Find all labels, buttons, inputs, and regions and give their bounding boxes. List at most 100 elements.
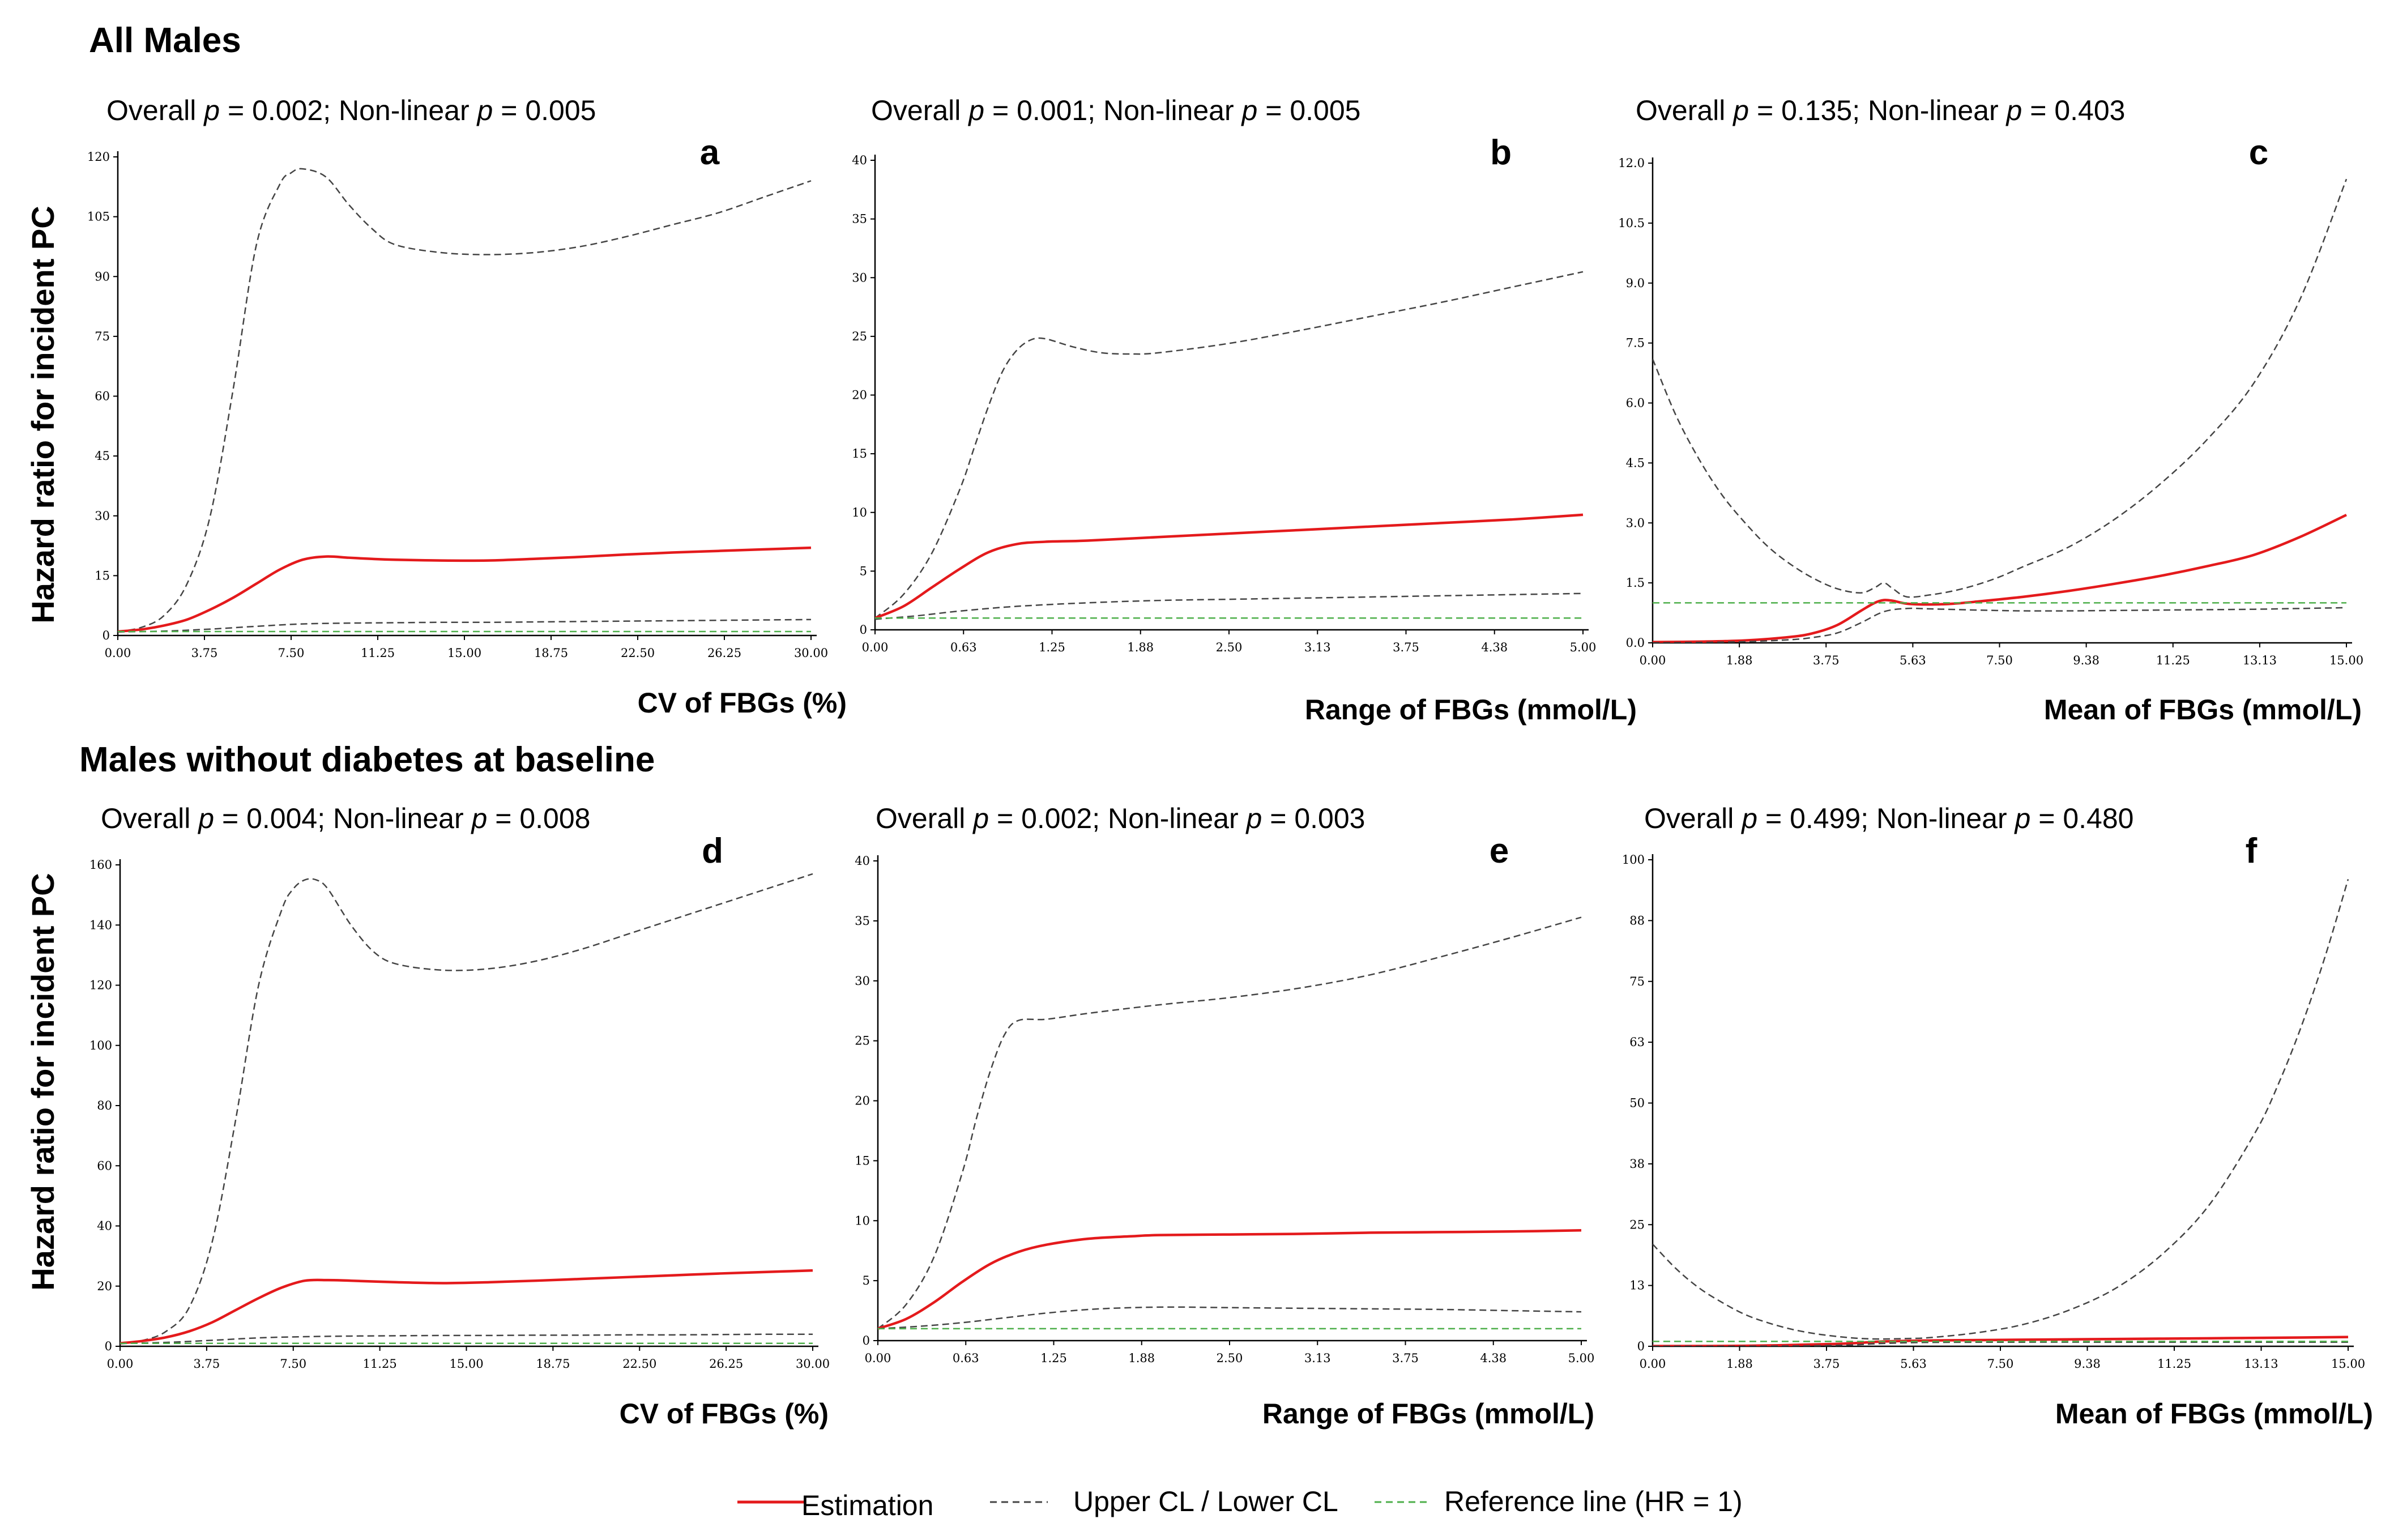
legend-estimation-label: Estimation [801,1490,933,1521]
panel-letter-c: c [2249,133,2268,172]
y-tick-label: 0 [1637,1339,1645,1353]
y-tick-label: 20 [852,389,867,402]
panel-letter-a: a [700,133,720,172]
y-tick-label: 63 [1629,1035,1645,1049]
x-tick-label: 5.00 [1568,1351,1595,1365]
lower-cl-line-e [878,1306,1582,1330]
x-tick-label: 0.63 [953,1351,979,1365]
pvalue-title-b: Overall p = 0.001; Non-linear p = 0.005 [871,95,1360,126]
legend-reference-label: Reference line (HR = 1) [1444,1486,1743,1517]
x-tick-label: 11.25 [2156,654,2190,667]
p-nonlinear-value: 0.480 [2063,803,2133,834]
y-tick-label: 75 [95,330,110,343]
pvalue-title-e: Overall p = 0.002; Non-linear p = 0.003 [876,803,1365,834]
pvalue-title-f: Overall p = 0.499; Non-linear p = 0.480 [1644,803,2133,834]
panel-letter-f: f [2246,831,2258,871]
x-tick-label: 30.00 [796,1357,830,1371]
x-tick-label: 1.88 [1128,1351,1155,1365]
y-tick-label: 60 [95,390,110,403]
y-tick-label: 75 [1629,975,1645,988]
x-tick-label: 7.50 [280,1357,306,1371]
legend: Estimation Upper CL / Lower CL Reference… [737,1486,1743,1521]
section-title-top: All Males [89,21,241,60]
y-tick-label: 120 [89,979,112,992]
p-nonlinear-value: 0.005 [525,95,596,126]
x-tick-label: 26.25 [709,1357,743,1371]
upper-cl-line-b [875,271,1584,619]
panel-letter-b: b [1490,133,1512,172]
x-tick-label: 5.63 [1900,1357,1927,1371]
x-axis-title-e: Range of FBGs (mmol/L) [1262,1398,1594,1430]
y-tick-label: 30 [95,509,110,523]
y-tick-label: 90 [95,270,110,283]
x-tick-label: 0.00 [105,646,131,660]
section-title-bottom: Males without diabetes at baseline [79,740,655,779]
x-tick-label: 1.25 [1040,1351,1067,1365]
p-overall-value: 0.004 [246,803,317,834]
y-tick-label: 30 [855,974,870,988]
pvalue-title-d: Overall p = 0.004; Non-linear p = 0.008 [101,803,590,834]
x-tick-label: 3.75 [191,646,218,660]
panel-b: Overall p = 0.001; Non-linear p = 0.005 b… [852,95,1637,726]
x-tick-label: 7.50 [1986,654,2013,667]
y-tick-label: 10 [855,1214,870,1227]
x-tick-label: 26.25 [707,646,741,660]
x-axis-title-a: CV of FBGs (%) [638,687,847,719]
x-tick-label: 1.25 [1039,641,1065,654]
x-tick-label: 3.13 [1304,1351,1331,1365]
upper-cl-line-e [878,916,1582,1329]
p-overall-value: 0.135 [1781,95,1852,126]
y-tick-label: 105 [87,210,110,224]
p-overall-value: 0.002 [1021,803,1092,834]
y-tick-label: 5 [863,1274,870,1287]
x-tick-label: 3.75 [193,1357,220,1371]
y-tick-label: 20 [97,1279,112,1293]
y-tick-label: 4.5 [1626,456,1645,470]
x-tick-label: 13.13 [2243,654,2277,667]
y-tick-label: 38 [1629,1157,1645,1171]
x-tick-label: 9.38 [2073,654,2099,667]
y-tick-label: 100 [89,1039,112,1052]
panel-c: Overall p = 0.135; Non-linear p = 0.403 c… [1618,95,2363,726]
y-tick-label: 15 [852,447,867,460]
lower-cl-line-c [1653,607,2347,643]
y-tick-label: 50 [1629,1097,1645,1110]
upper-cl-line-c [1653,178,2348,598]
y-tick-label: 45 [95,449,110,463]
x-tick-label: 0.00 [1640,654,1666,667]
x-tick-label: 2.50 [1216,641,1243,654]
y-tick-label: 160 [89,858,112,872]
upper-cl-line-a [118,168,812,633]
y-tick-label: 5 [860,564,867,578]
y-tick-label: 35 [852,212,867,226]
x-tick-label: 22.50 [621,646,655,660]
y-tick-label: 13 [1629,1279,1645,1292]
y-tick-label: 10.5 [1618,216,1645,230]
lower-cl-line-d [120,1333,813,1345]
y-tick-label: 120 [87,150,110,164]
y-tick-label: 25 [855,1034,870,1048]
y-tick-label: 30 [852,271,867,284]
x-tick-label: 30.00 [794,646,828,660]
panel-letter-d: d [702,831,723,871]
y-tick-label: 35 [855,914,870,928]
panel-a: Overall p = 0.002; Non-linear p = 0.005 a… [87,95,847,719]
y-tick-label: 40 [97,1219,112,1233]
estimation-line-c [1653,514,2347,643]
x-tick-label: 5.00 [1570,641,1597,654]
x-tick-label: 3.75 [1392,1351,1419,1365]
y-tick-label: 25 [1629,1218,1645,1231]
y-tick-label: 0.0 [1626,636,1645,650]
x-tick-label: 1.88 [1726,654,1753,667]
x-tick-label: 9.38 [2074,1357,2101,1371]
y-tick-label: 9.0 [1626,276,1645,290]
y-axis-title-top: Hazard ratio for incident PC [25,206,61,623]
p-overall-value: 0.001 [1017,95,1087,126]
lower-cl-line-a [118,618,812,633]
x-tick-label: 4.38 [1480,1351,1507,1365]
x-tick-label: 0.63 [950,641,977,654]
x-tick-label: 18.75 [534,646,568,660]
legend-cl-label: Upper CL / Lower CL [1073,1486,1338,1517]
pvalue-title-c: Overall p = 0.135; Non-linear p = 0.403 [1636,95,2125,126]
y-tick-label: 6.0 [1626,396,1645,410]
